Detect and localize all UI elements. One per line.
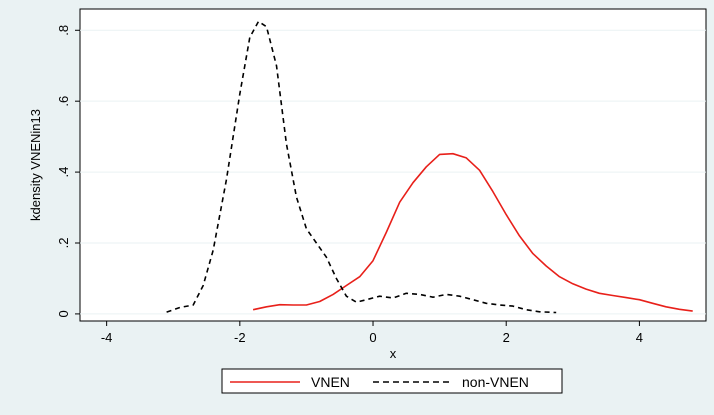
plot-area xyxy=(79,8,707,322)
legend-box xyxy=(221,368,563,394)
x-tick-label: 2 xyxy=(503,330,510,345)
y-axis-title: kdensity VNENin13 xyxy=(28,109,43,221)
y-tick-label: .2 xyxy=(56,238,71,249)
x-tick-label: 0 xyxy=(369,330,376,345)
y-tick-label: 0 xyxy=(56,310,71,317)
legend: VNEN non-VNEN xyxy=(221,368,563,394)
x-axis: -4 -2 0 2 4 xyxy=(101,321,643,345)
x-axis-title: x xyxy=(390,346,397,361)
series-line-vnen xyxy=(252,152,693,312)
y-tick-label: .4 xyxy=(56,167,71,178)
x-tick-label: -4 xyxy=(101,330,113,345)
series-line-non-vnen xyxy=(166,20,557,314)
legend-label-non-vnen: non-VNEN xyxy=(462,374,529,390)
legend-label-vnen: VNEN xyxy=(311,374,350,390)
x-tick-label: -2 xyxy=(234,330,246,345)
series-layer xyxy=(166,20,693,314)
y-tick-label: .8 xyxy=(56,25,71,36)
y-tick-label: .6 xyxy=(56,96,71,107)
gridlines xyxy=(80,29,706,315)
y-axis: 0 .2 .4 .6 .8 xyxy=(56,25,80,318)
x-tick-label: 4 xyxy=(636,330,643,345)
